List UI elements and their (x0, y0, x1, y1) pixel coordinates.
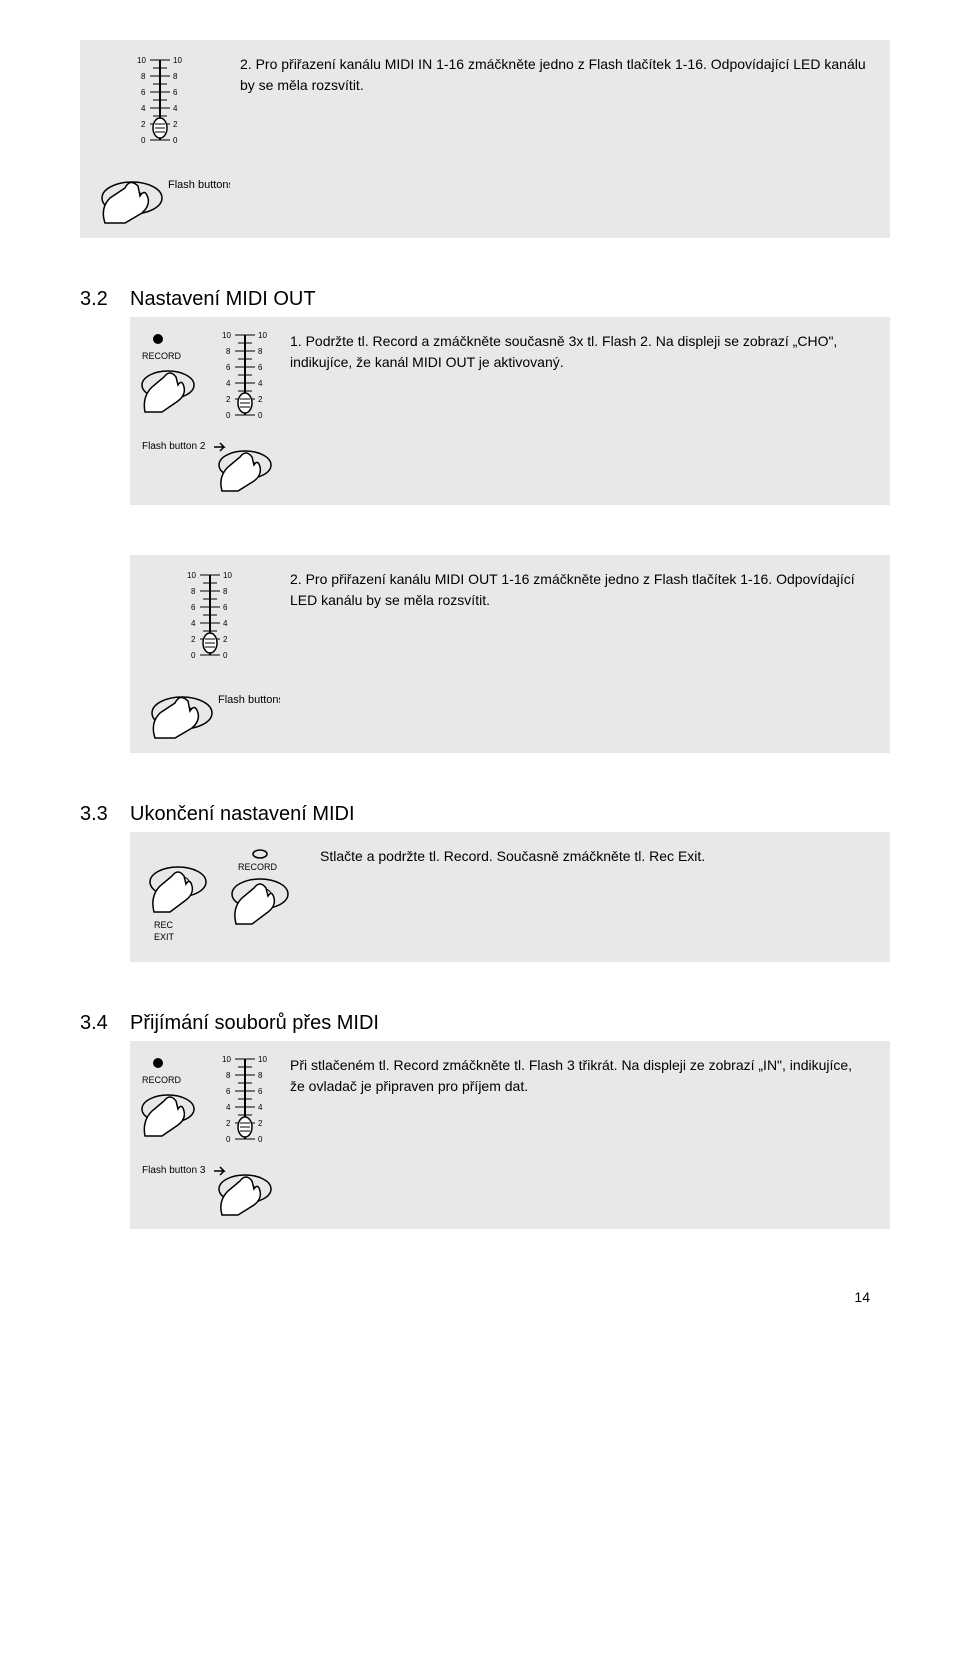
section-number: 3.2 (80, 288, 130, 311)
svg-text:4: 4 (223, 619, 228, 628)
section-midi-out-step2: 10 10 8 8 6 6 4 4 2 2 0 0 Flash buttons 1-16 2… (80, 555, 890, 753)
svg-text:2: 2 (258, 1119, 263, 1128)
svg-text:8: 8 (258, 1071, 263, 1080)
section-title: 3.4 Přijímání souborů přes MIDI (80, 1012, 890, 1035)
svg-text:0: 0 (191, 651, 196, 660)
svg-text:0: 0 (258, 411, 263, 420)
svg-text:6: 6 (258, 363, 263, 372)
svg-text:10: 10 (137, 56, 146, 65)
svg-text:6: 6 (191, 603, 196, 612)
svg-text:8: 8 (173, 72, 178, 81)
instruction-text: 2. Pro přiřazení kanálu MIDI OUT 1-16 zm… (280, 565, 870, 611)
instruction-text: Stlačte a podržte tl. Record. Současně z… (310, 842, 870, 867)
svg-text:2: 2 (258, 395, 263, 404)
svg-text:0: 0 (223, 651, 228, 660)
svg-text:6: 6 (226, 1087, 231, 1096)
svg-text:10: 10 (223, 571, 232, 580)
svg-text:2: 2 (141, 120, 146, 129)
illustration: 10 10 8 8 6 6 4 4 2 2 0 0 Flash buttons 1-16 (140, 565, 280, 743)
svg-text:RECORD: RECORD (142, 351, 182, 361)
svg-text:8: 8 (226, 1071, 231, 1080)
svg-text:0: 0 (173, 136, 178, 145)
hand-press-icon: Flash buttons 1-16 (90, 158, 230, 228)
section-end-midi-setup: 3.3 Ukončení nastavení MIDI REC EXIT REC… (80, 803, 890, 962)
svg-text:10: 10 (258, 1055, 267, 1064)
svg-text:10: 10 (222, 1055, 231, 1064)
svg-text:4: 4 (226, 1103, 231, 1112)
two-buttons-icon: REC EXIT RECORD (140, 842, 310, 952)
svg-text:4: 4 (226, 379, 231, 388)
section-title-text: Přijímání souborů přes MIDI (130, 1012, 379, 1035)
section-title: 3.3 Ukončení nastavení MIDI (80, 803, 890, 826)
svg-text:Flash button 3: Flash button 3 (142, 1165, 206, 1176)
instruction-box: 10 10 8 8 6 6 4 4 2 2 0 0 Flash buttons 1-16 (80, 40, 890, 238)
svg-text:8: 8 (191, 587, 196, 596)
svg-text:RECORD: RECORD (142, 1075, 182, 1085)
instruction-text: 1. Podržte tl. Record a zmáčkněte součas… (280, 327, 870, 373)
instruction-box: 10 10 8 8 6 6 4 4 2 2 0 0 Flash buttons 1-16 2… (130, 555, 890, 753)
svg-text:8: 8 (258, 347, 263, 356)
section-title-text: Nastavení MIDI OUT (130, 288, 316, 311)
instruction-box: RECORD (130, 317, 890, 505)
svg-text:Flash buttons 1-16: Flash buttons 1-16 (168, 179, 230, 191)
svg-text:REC: REC (154, 920, 174, 930)
fader-icon: 10 10 8 8 6 6 4 4 2 2 0 0 (175, 565, 245, 665)
record-fader-icon: RECORD (140, 1051, 280, 1151)
svg-text:8: 8 (223, 587, 228, 596)
svg-text:0: 0 (226, 1135, 231, 1144)
svg-text:Flash buttons 1-16: Flash buttons 1-16 (218, 694, 280, 706)
svg-text:4: 4 (258, 379, 263, 388)
svg-text:2: 2 (173, 120, 178, 129)
flash-button-icon: Flash button 3 (140, 1159, 280, 1219)
svg-text:6: 6 (226, 363, 231, 372)
hand-press-icon: Flash buttons 1-16 (140, 673, 280, 743)
page: 10 10 8 8 6 6 4 4 2 2 0 0 Flash buttons 1-16 (0, 0, 960, 1345)
svg-text:0: 0 (141, 136, 146, 145)
svg-text:6: 6 (173, 88, 178, 97)
svg-text:6: 6 (141, 88, 146, 97)
section-title: 3.2 Nastavení MIDI OUT (80, 288, 890, 311)
instruction-text: Při stlačeném tl. Record zmáčkněte tl. F… (280, 1051, 870, 1097)
svg-text:RECORD: RECORD (238, 862, 278, 872)
svg-text:0: 0 (258, 1135, 263, 1144)
section-number: 3.3 (80, 803, 130, 826)
instruction-text: 2. Pro přiřazení kanálu MIDI IN 1-16 zmá… (230, 50, 870, 96)
section-midi-out: 3.2 Nastavení MIDI OUT RECORD (80, 288, 890, 505)
section-title-text: Ukončení nastavení MIDI (130, 803, 355, 826)
section-midi-in-step2: 10 10 8 8 6 6 4 4 2 2 0 0 Flash buttons 1-16 (80, 40, 890, 238)
svg-text:6: 6 (223, 603, 228, 612)
svg-text:8: 8 (226, 347, 231, 356)
illustration: REC EXIT RECORD (140, 842, 310, 952)
illustration: RECORD (140, 1051, 280, 1219)
svg-text:2: 2 (223, 635, 228, 644)
section-receive-midi-files: 3.4 Přijímání souborů přes MIDI RECORD (80, 1012, 890, 1229)
svg-text:EXIT: EXIT (154, 932, 175, 942)
illustration: 10 10 8 8 6 6 4 4 2 2 0 0 Flash buttons 1-16 (90, 50, 230, 228)
svg-text:4: 4 (191, 619, 196, 628)
svg-text:2: 2 (226, 395, 231, 404)
svg-text:10: 10 (173, 56, 182, 65)
svg-text:0: 0 (226, 411, 231, 420)
instruction-box: RECORD (130, 1041, 890, 1229)
svg-text:8: 8 (141, 72, 146, 81)
instruction-box: REC EXIT RECORD Stlačte a podržte tl. Re… (130, 832, 890, 962)
svg-text:Flash button 2: Flash button 2 (142, 441, 206, 452)
record-fader-icon: RECORD (140, 327, 280, 427)
svg-text:4: 4 (258, 1103, 263, 1112)
svg-text:10: 10 (222, 331, 231, 340)
illustration: RECORD (140, 327, 280, 495)
svg-text:2: 2 (191, 635, 196, 644)
page-number: 14 (80, 1289, 890, 1305)
flash-button-icon: Flash button 2 (140, 435, 280, 495)
svg-text:10: 10 (258, 331, 267, 340)
section-number: 3.4 (80, 1012, 130, 1035)
svg-text:6: 6 (258, 1087, 263, 1096)
svg-text:10: 10 (187, 571, 196, 580)
svg-text:2: 2 (226, 1119, 231, 1128)
svg-text:4: 4 (173, 104, 178, 113)
fader-icon: 10 10 8 8 6 6 4 4 2 2 0 0 (125, 50, 195, 150)
svg-text:4: 4 (141, 104, 146, 113)
